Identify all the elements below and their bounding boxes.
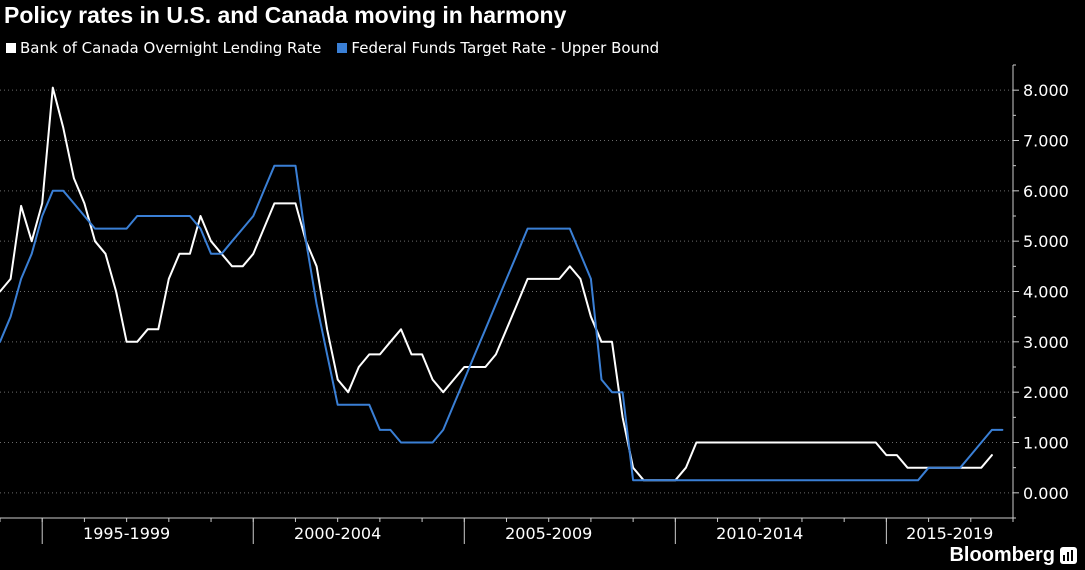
y-tick-label-2: 2.000 bbox=[1023, 383, 1069, 402]
legend-label-canada: Bank of Canada Overnight Lending Rate bbox=[20, 39, 322, 57]
y-tick-label-4: 4.000 bbox=[1023, 283, 1069, 302]
bar-chart-icon bbox=[1060, 546, 1077, 564]
brand-name: Bloomberg bbox=[949, 544, 1055, 566]
y-tick-label-7: 7.000 bbox=[1023, 132, 1069, 151]
chart-title: Policy rates in U.S. and Canada moving i… bbox=[4, 2, 567, 28]
legend-swatch-canada bbox=[6, 43, 16, 53]
legend-swatch-us bbox=[337, 43, 348, 53]
series-line-canada bbox=[0, 86, 993, 482]
legend-label-us: Federal Funds Target Rate - Upper Bound bbox=[351, 39, 660, 57]
x-period-label-3: 2010-2014 bbox=[716, 524, 803, 543]
y-tick-label-3: 3.000 bbox=[1023, 333, 1069, 352]
legend: Bank of Canada Overnight Lending Rate Fe… bbox=[6, 38, 675, 58]
x-period-label-1: 2000-2004 bbox=[294, 524, 381, 543]
bloomberg-logo: Bloomberg bbox=[949, 544, 1077, 566]
y-tick-label-5: 5.000 bbox=[1023, 232, 1069, 251]
legend-item-us: Federal Funds Target Rate - Upper Bound bbox=[337, 38, 659, 58]
x-period-label-2: 2005-2009 bbox=[505, 524, 592, 543]
y-tick-label-0: 0.000 bbox=[1023, 484, 1069, 503]
legend-item-canada: Bank of Canada Overnight Lending Rate bbox=[6, 38, 321, 58]
x-period-label-0: 1995-1999 bbox=[83, 524, 170, 543]
series-line-us bbox=[0, 164, 1004, 482]
y-tick-label-8: 8.000 bbox=[1023, 81, 1069, 100]
y-tick-label-6: 6.000 bbox=[1023, 182, 1069, 201]
y-tick-label-1: 1.000 bbox=[1023, 434, 1069, 453]
x-period-label-4: 2015-2019 bbox=[906, 524, 993, 543]
